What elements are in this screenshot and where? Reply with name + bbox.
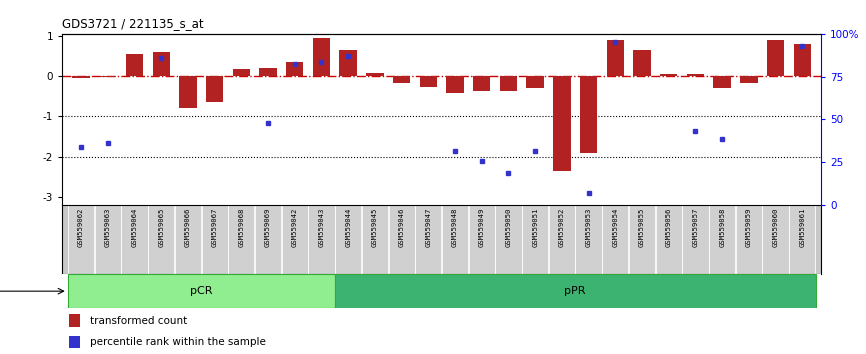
- Bar: [366, 73, 384, 76]
- Bar: [335, 274, 816, 308]
- Text: GSM559042: GSM559042: [292, 207, 298, 247]
- Text: GSM559054: GSM559054: [612, 207, 618, 247]
- Text: GSM559053: GSM559053: [585, 207, 591, 247]
- Bar: [229, 205, 255, 274]
- Bar: [714, 76, 731, 88]
- Bar: [602, 205, 629, 274]
- Bar: [500, 76, 517, 91]
- Text: percentile rank within the sample: percentile rank within the sample: [90, 337, 266, 347]
- Text: GSM559059: GSM559059: [746, 207, 752, 247]
- Bar: [99, 76, 116, 77]
- Bar: [148, 205, 174, 274]
- Bar: [420, 76, 437, 87]
- Bar: [553, 76, 571, 171]
- Bar: [68, 205, 94, 274]
- Text: GSM559069: GSM559069: [265, 207, 271, 247]
- Bar: [522, 205, 548, 274]
- Bar: [335, 205, 361, 274]
- Bar: [549, 205, 575, 274]
- Text: GSM559048: GSM559048: [452, 207, 458, 247]
- Text: GSM559057: GSM559057: [693, 207, 698, 247]
- Bar: [767, 40, 785, 76]
- Text: GSM559047: GSM559047: [425, 207, 431, 247]
- Text: pCR: pCR: [190, 286, 212, 296]
- Text: GSM559060: GSM559060: [772, 207, 779, 247]
- Bar: [362, 205, 388, 274]
- Bar: [580, 76, 598, 153]
- Bar: [206, 76, 223, 102]
- Text: GSM559062: GSM559062: [78, 207, 84, 247]
- Bar: [73, 76, 90, 78]
- Bar: [286, 62, 303, 76]
- Bar: [789, 205, 816, 274]
- Text: GSM559049: GSM559049: [479, 207, 485, 247]
- Bar: [393, 76, 410, 83]
- Text: GDS3721 / 221135_s_at: GDS3721 / 221135_s_at: [62, 17, 204, 30]
- Text: GSM559065: GSM559065: [158, 207, 165, 247]
- Text: GSM559046: GSM559046: [398, 207, 404, 247]
- Text: GSM559058: GSM559058: [719, 207, 725, 247]
- Text: GSM559045: GSM559045: [372, 207, 378, 247]
- Bar: [415, 205, 442, 274]
- Bar: [606, 40, 624, 76]
- Bar: [633, 50, 650, 76]
- Bar: [629, 205, 655, 274]
- Text: GSM559063: GSM559063: [105, 207, 111, 247]
- Text: GSM559056: GSM559056: [666, 207, 672, 247]
- Bar: [709, 205, 735, 274]
- Bar: [469, 205, 494, 274]
- Bar: [152, 52, 170, 76]
- Text: transformed count: transformed count: [90, 316, 187, 326]
- Text: GSM559055: GSM559055: [639, 207, 645, 247]
- Bar: [389, 205, 415, 274]
- Bar: [69, 336, 80, 348]
- Bar: [179, 76, 197, 108]
- Text: GSM559044: GSM559044: [346, 207, 352, 247]
- Bar: [495, 205, 521, 274]
- Bar: [656, 205, 682, 274]
- Bar: [313, 38, 330, 76]
- Bar: [442, 205, 469, 274]
- Bar: [339, 50, 357, 76]
- Text: pPR: pPR: [565, 286, 586, 296]
- Bar: [281, 205, 307, 274]
- Bar: [473, 76, 490, 91]
- Text: GSM559052: GSM559052: [559, 207, 565, 247]
- Text: GSM559061: GSM559061: [799, 207, 805, 247]
- Bar: [175, 205, 201, 274]
- Bar: [687, 74, 704, 76]
- Bar: [308, 205, 334, 274]
- Bar: [740, 76, 758, 83]
- Bar: [121, 205, 147, 274]
- Bar: [94, 205, 121, 274]
- Bar: [793, 44, 811, 76]
- Bar: [202, 205, 228, 274]
- Bar: [682, 205, 708, 274]
- Text: GSM559064: GSM559064: [132, 207, 138, 247]
- Text: GSM559051: GSM559051: [532, 207, 538, 247]
- Text: GSM559067: GSM559067: [211, 207, 217, 247]
- Bar: [68, 274, 335, 308]
- Text: GSM559068: GSM559068: [238, 207, 244, 247]
- Text: GSM559043: GSM559043: [319, 207, 325, 247]
- Bar: [527, 76, 544, 88]
- Bar: [736, 205, 762, 274]
- Bar: [69, 314, 80, 327]
- Bar: [446, 76, 463, 93]
- Bar: [259, 68, 277, 76]
- Bar: [762, 205, 789, 274]
- Bar: [660, 74, 677, 76]
- Bar: [126, 54, 143, 76]
- Bar: [233, 69, 250, 76]
- Bar: [255, 205, 281, 274]
- Bar: [576, 205, 602, 274]
- Text: GSM559066: GSM559066: [185, 207, 191, 247]
- Text: GSM559050: GSM559050: [506, 207, 512, 247]
